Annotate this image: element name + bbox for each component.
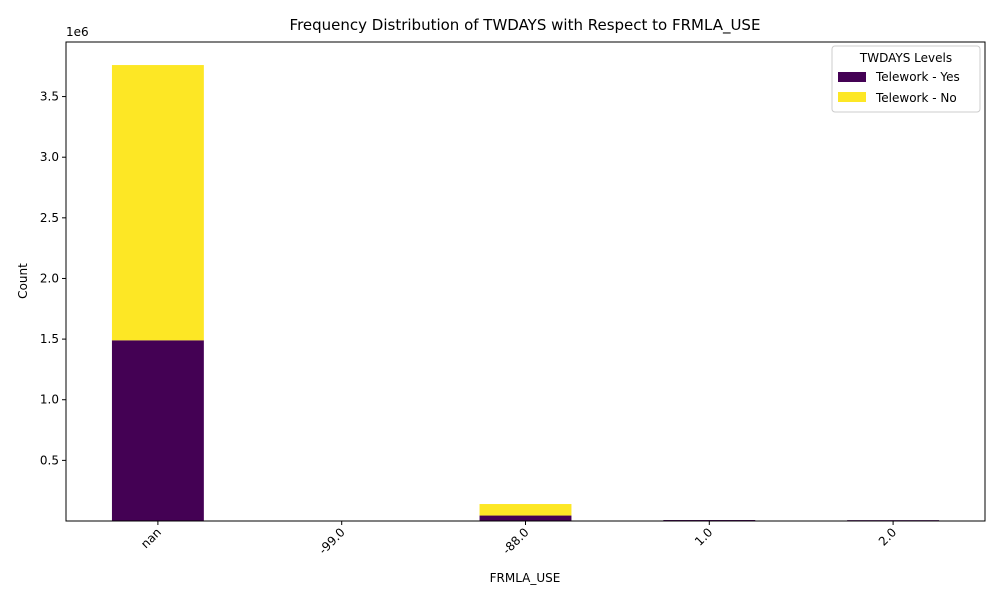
bar-no-2	[479, 504, 572, 516]
y-tick-label: 1.0	[40, 393, 59, 407]
legend-label-no: Telework - No	[875, 91, 957, 105]
y-tick-label: 1.5	[40, 332, 59, 346]
y-tick-label: 3.0	[40, 150, 59, 164]
y-tick-label: 0.5	[40, 453, 59, 467]
legend-swatch-no	[838, 92, 866, 102]
x-tick-label: -88.0	[500, 525, 532, 557]
legend-label-yes: Telework - Yes	[875, 70, 960, 84]
bar-yes-0	[111, 340, 204, 521]
x-tick-label: 1.0	[692, 525, 715, 548]
x-tick-label: -99.0	[316, 525, 348, 557]
bar-no-0	[111, 65, 204, 341]
legend-swatch-yes	[838, 72, 866, 82]
x-tick-label: 2.0	[876, 525, 899, 548]
y-axis-label: Count	[16, 263, 30, 299]
legend-box	[831, 45, 981, 113]
y-tick-label: 2.5	[40, 211, 59, 225]
y-multiplier-label: 1e6	[66, 25, 89, 39]
legend-title: TWDAYS Levels	[859, 51, 952, 65]
plot-frame	[65, 41, 986, 522]
x-tick-label: nan	[138, 525, 164, 551]
bar-yes-2	[479, 515, 572, 521]
y-tick-label: 2.0	[40, 271, 59, 285]
y-tick-label: 3.5	[40, 90, 59, 104]
legend: TWDAYS Levels Telework - Yes Telework - …	[831, 45, 981, 113]
x-axis-label: FRMLA_USE	[490, 571, 561, 585]
chart-title: Frequency Distribution of TWDAYS with Re…	[290, 16, 761, 35]
